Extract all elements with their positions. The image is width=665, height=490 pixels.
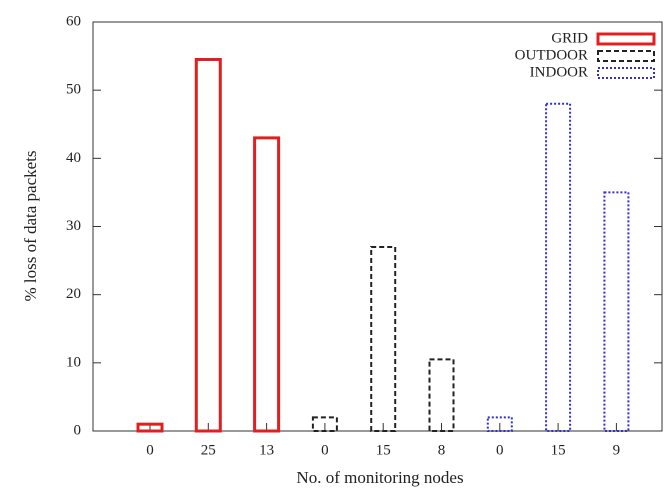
- y-tick-label: 0: [74, 422, 82, 438]
- y-tick-label: 30: [66, 218, 81, 234]
- x-tick-label: 0: [146, 442, 154, 458]
- x-tick-label: 8: [438, 442, 446, 458]
- y-tick-label: 40: [66, 150, 81, 166]
- y-tick-label: 10: [66, 354, 81, 370]
- bar: [253, 136, 281, 433]
- bar: [136, 422, 164, 433]
- legend-swatch: [597, 50, 655, 62]
- x-tick-label: 9: [613, 442, 621, 458]
- x-tick-label: 15: [376, 442, 391, 458]
- y-axis-label: % loss of data packets: [21, 150, 40, 301]
- y-tick-label: 20: [66, 286, 81, 302]
- bar: [603, 191, 630, 432]
- bar: [486, 416, 513, 433]
- legend-label: OUTDOOR: [515, 47, 588, 63]
- y-tick-label: 50: [66, 82, 81, 98]
- bar: [311, 416, 338, 433]
- x-tick-label: 15: [551, 442, 566, 458]
- x-tick-label: 0: [496, 442, 504, 458]
- bar: [428, 358, 455, 432]
- bar: [370, 245, 397, 432]
- legend-swatch: [597, 67, 655, 79]
- x-tick-label: 25: [201, 442, 216, 458]
- plot-frame: [92, 21, 663, 432]
- bar: [194, 57, 222, 433]
- bar: [545, 102, 572, 433]
- x-tick-label: 13: [259, 442, 274, 458]
- legend-label: GRID: [551, 30, 588, 46]
- legend-swatch: [596, 32, 656, 46]
- legend-label: INDOOR: [530, 64, 588, 80]
- x-tick-label: 0: [321, 442, 329, 458]
- x-axis-label: No. of monitoring nodes: [296, 468, 463, 487]
- y-tick-label: 60: [66, 13, 81, 29]
